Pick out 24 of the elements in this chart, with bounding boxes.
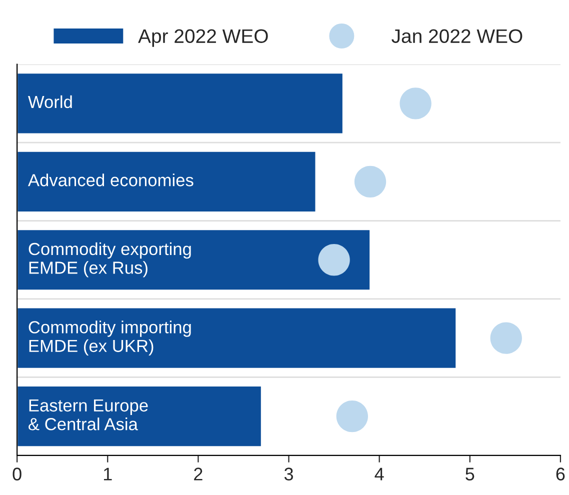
x-tick-label: 3 <box>284 468 293 480</box>
y-tick-label: Eastern Europe & Central Asia <box>28 399 148 430</box>
x-tick-label: 4 <box>374 468 384 480</box>
bar <box>17 72 344 135</box>
point <box>336 400 368 432</box>
y-tick-label: Commodity importing EMDE (ex UKR) <box>28 320 191 356</box>
x-tick-label: 5 <box>466 468 474 480</box>
y-tick-label: Commodity exporting EMDE (ex Rus) <box>28 242 191 278</box>
point <box>490 322 522 354</box>
point <box>318 244 350 276</box>
bar <box>17 150 317 213</box>
x-tick-label: 6 <box>556 468 565 480</box>
legend-label: Jan 2022 WEO <box>392 29 522 44</box>
legend-label: Apr 2022 WEO <box>138 29 268 47</box>
x-tick-label: 2 <box>194 468 202 480</box>
x-tick-label: 0 <box>12 468 22 480</box>
bar <box>17 385 262 448</box>
point <box>354 166 386 198</box>
bar <box>17 228 371 292</box>
y-tick-label: Advanced economies <box>28 174 194 186</box>
y-tick-label: World <box>28 95 72 108</box>
point <box>400 88 432 120</box>
bar <box>17 306 458 370</box>
x-tick-label: 1 <box>104 468 112 480</box>
